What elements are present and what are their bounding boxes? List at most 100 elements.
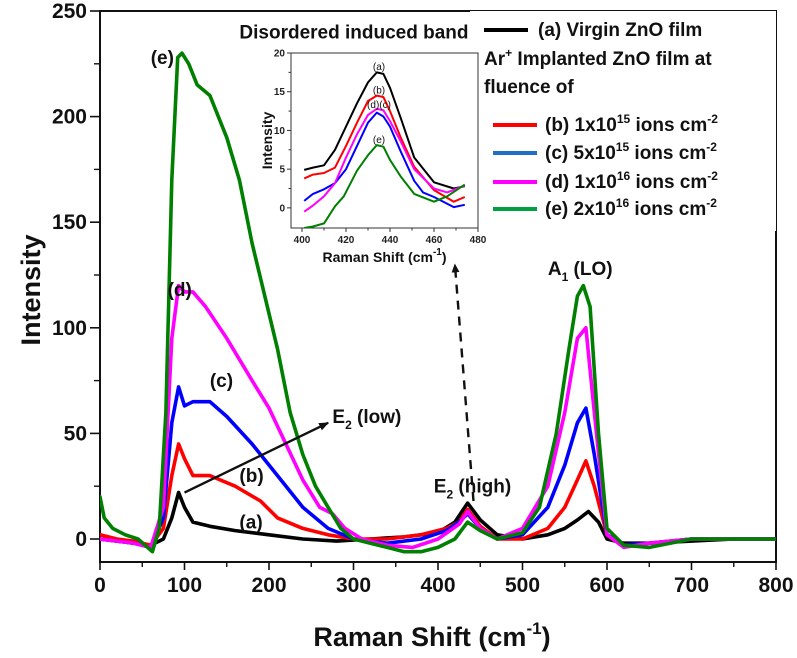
x-tick-label: 100 <box>167 574 202 597</box>
legend-entry-header2-part: fluence of <box>484 77 574 98</box>
annotation-label-part: 1 <box>562 270 569 284</box>
annotation-label-part: 2 <box>446 488 453 502</box>
x-tick-label: 600 <box>589 574 624 597</box>
annotation-label: (e) <box>151 48 174 69</box>
x-axis-title-sup: -1 <box>526 619 541 638</box>
legend-entry-d: (d) 1x1016 ions cm-2 <box>545 169 718 193</box>
annotation-label-part: (LO) <box>568 259 612 280</box>
main-annotations: Disordered induced band(e)(d)(c)(b)(a)E2… <box>151 22 613 533</box>
annotation-label-part: A <box>548 259 562 280</box>
annotation-label-part: (low) <box>352 407 402 428</box>
legend-entry-header1-part: Implanted ZnO film at <box>512 49 712 70</box>
annotation-label-part: 2 <box>345 418 352 432</box>
inset-y-tick-label: 0 <box>279 203 285 214</box>
inset-y-tick-label: 20 <box>274 49 286 60</box>
legend-entry-d-part: -2 <box>707 169 718 183</box>
legend-entry-header1-part: Ar <box>484 49 506 70</box>
inset-pointer-arrow <box>451 263 475 502</box>
legend-entry-a: (a) Virgin ZnO film <box>538 20 702 41</box>
legend-entry-e-part: -2 <box>706 196 717 210</box>
legend-entry-e: (e) 2x1016 ions cm-2 <box>545 196 717 220</box>
legend-entry-d-part: ions cm <box>630 172 707 193</box>
series-line-c <box>100 385 776 550</box>
legend-entry-d-part: 16 <box>617 169 631 183</box>
inset-annotation-label: (d)(c) <box>367 100 391 111</box>
legend-entry-header1: Ar+ Implanted ZnO film at <box>484 46 712 70</box>
legend-entry-b-part: (b) 1x10 <box>545 115 617 136</box>
y-tick-label: 150 <box>52 211 87 234</box>
x-tick-label: 400 <box>420 574 455 597</box>
annotation-label-part: (a) <box>239 512 262 533</box>
series-line-d <box>100 283 776 550</box>
inset-x-tick-label: 400 <box>294 235 311 246</box>
inset-annotation-label: (a) <box>373 62 385 73</box>
legend-box <box>470 11 776 231</box>
inset-x-tick-label: 420 <box>338 235 355 246</box>
main-series-group <box>100 51 776 554</box>
y-tick-label: 250 <box>52 0 87 23</box>
annotation-label-part: (c) <box>210 371 233 392</box>
annotation-label: (a) <box>239 512 262 533</box>
annotation-label: A1 (LO) <box>548 259 613 284</box>
y-tick-label: 50 <box>64 422 87 445</box>
x-axis-title-main: Raman Shift (cm <box>313 622 526 652</box>
legend-entry-e-part: (e) 2x10 <box>545 199 616 220</box>
annotation-label: (c) <box>210 371 233 392</box>
inset-series-line-d <box>303 107 466 213</box>
x-axis-title: Raman Shift (cm-1) <box>313 619 550 652</box>
inset-x-axis-title: Raman Shift (cm-1) <box>322 247 446 265</box>
inset-x-axis-title-part: ) <box>442 249 447 265</box>
annotation-label: Disordered induced band <box>239 22 468 43</box>
annotation-label-part: (e) <box>151 48 174 69</box>
inset-plot: 400 420 440 460 480 0 5 10 15 20 (a) (b) (d)(c) (e) In… <box>259 49 487 266</box>
series-line-b <box>100 442 776 548</box>
annotation-label-part: (high) <box>453 477 511 498</box>
inset-annotation-label: (b) <box>373 85 385 96</box>
inset-x-axis-title-part: Raman Shift (cm <box>322 249 432 265</box>
legend-entry-c: (c) 5x1015 ions cm-2 <box>545 140 717 164</box>
legend-entry-b-part: 15 <box>617 112 631 126</box>
inset-annotation-label: (e) <box>373 135 385 146</box>
annotation-label: E2 (high) <box>434 477 511 502</box>
legend: (a) Virgin ZnO film Ar+ Implanted ZnO fil… <box>470 11 776 231</box>
x-tick-label: 300 <box>336 574 371 597</box>
legend-entry-c-part: ions cm <box>629 143 706 164</box>
inset-series-group <box>303 71 466 228</box>
annotation-label-part: E <box>434 477 447 498</box>
annotation-label-part: E <box>332 407 345 428</box>
y-tick-label: 200 <box>52 106 87 129</box>
x-tick-label: 500 <box>505 574 540 597</box>
y-tick-label: 100 <box>52 317 87 340</box>
inset-y-tick-label: 10 <box>274 126 286 137</box>
inset-series-line-e <box>304 144 466 228</box>
inset-y-axis-title: Intensity <box>259 112 275 170</box>
x-tick-label: 700 <box>674 574 709 597</box>
inset-series-line-a <box>303 71 466 190</box>
inset-x-axis-title-part: -1 <box>433 247 442 258</box>
series-line-e <box>100 51 776 554</box>
annotation-label: (b) <box>239 466 263 487</box>
y-tick-label: 0 <box>75 528 87 551</box>
inset-series-line-c <box>303 111 466 209</box>
legend-entry-header2: fluence of <box>484 77 574 98</box>
annotation-label-part: Disordered induced band <box>239 22 468 43</box>
legend-entry-c-part: 15 <box>616 140 630 154</box>
legend-entry-b: (b) 1x1015 ions cm-2 <box>545 112 718 136</box>
inset-x-tick-label: 440 <box>382 235 399 246</box>
inset-x-tick-label: 480 <box>470 235 487 246</box>
annotation-label: (d) <box>168 280 192 301</box>
legend-entry-e-part: ions cm <box>629 199 706 220</box>
e2-low-arrow <box>183 421 330 494</box>
legend-entry-c-part: (c) 5x10 <box>545 143 616 164</box>
legend-entry-header1-part: + <box>505 46 512 60</box>
legend-entry-c-part: -2 <box>706 140 717 154</box>
inset-x-tick-label: 460 <box>426 235 443 246</box>
legend-entry-a-part: (a) Virgin ZnO film <box>538 20 702 41</box>
y-axis-title: Intensity <box>16 234 46 345</box>
x-tick-label: 800 <box>758 574 793 597</box>
x-tick-label: 0 <box>94 574 106 597</box>
legend-entry-b-part: -2 <box>707 112 718 126</box>
annotation-label-part: (d) <box>168 280 192 301</box>
